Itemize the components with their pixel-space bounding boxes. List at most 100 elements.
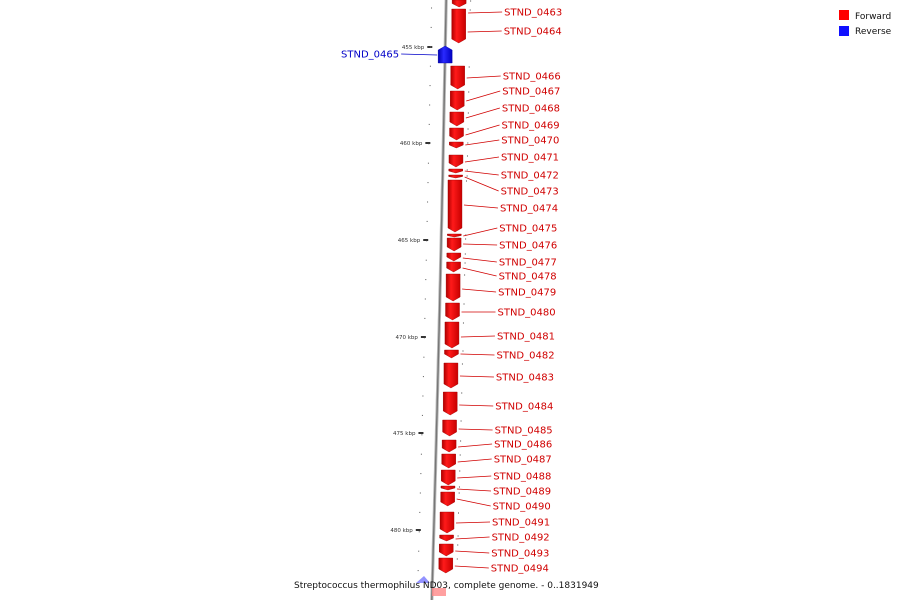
gene-label[interactable]: STND_0468	[502, 104, 560, 115]
gene-feature-forward[interactable]	[448, 154, 464, 168]
gene-label[interactable]: STND_0477	[499, 258, 557, 269]
gene-feature-forward[interactable]	[448, 174, 463, 179]
gene-label[interactable]: STND_0471	[501, 153, 559, 164]
gene-leader-line	[463, 227, 498, 237]
gene-leader-line	[457, 475, 492, 479]
gene-feature-forward[interactable]	[441, 439, 457, 453]
gene-label[interactable]: STND_0472	[501, 171, 559, 182]
gene-label[interactable]: STND_0494	[491, 564, 549, 575]
gene-feature-forward[interactable]	[439, 543, 454, 557]
tick-major: 465 kbp	[398, 238, 429, 244]
gene-leader-line	[466, 90, 501, 102]
gene-label[interactable]: STND_0493	[491, 549, 549, 560]
gene-label[interactable]: STND_0484	[495, 402, 553, 413]
gene-feature-forward[interactable]	[449, 141, 464, 149]
gene-feature-forward[interactable]	[444, 349, 459, 359]
gene-leader-line	[463, 204, 499, 209]
gene-feature-forward[interactable]	[450, 90, 465, 111]
gene-feature-forward[interactable]	[443, 362, 459, 389]
gene-label[interactable]: STND_0478	[499, 272, 557, 283]
gene-leader-line	[458, 428, 493, 431]
gene-feature-forward[interactable]	[439, 534, 454, 542]
gene-leader-line	[401, 53, 438, 56]
gene-feature-forward[interactable]	[438, 557, 453, 574]
gene-leader-line	[464, 170, 499, 176]
gene-feature-forward[interactable]	[445, 302, 460, 321]
gene-feature-forward[interactable]	[447, 179, 463, 233]
gene-label[interactable]: STND_0481	[497, 332, 555, 343]
gene-leader-line	[463, 243, 498, 246]
gene-feature-forward[interactable]	[451, 0, 467, 8]
gene-feature-forward[interactable]	[449, 127, 464, 141]
gene-leader-line	[458, 443, 493, 448]
tick-label: 475 kbp	[393, 431, 416, 437]
gene-feature-forward[interactable]	[446, 237, 462, 252]
gene-label[interactable]: STND_0474	[500, 204, 558, 215]
gene-leader-line	[467, 30, 502, 33]
gene-label[interactable]: STND_0488	[493, 472, 551, 483]
gene-label[interactable]: STND_0490	[493, 502, 551, 513]
legend: Forward Reverse	[839, 10, 892, 37]
gene-label[interactable]: STND_0467	[502, 87, 560, 98]
gene-leader-line	[456, 498, 491, 507]
gene-leader-line	[454, 565, 489, 569]
gene-label[interactable]: STND_0489	[493, 487, 551, 498]
gene-feature-forward[interactable]	[447, 233, 462, 238]
gene-feature-forward[interactable]	[446, 261, 461, 273]
gene-leader-line	[466, 75, 501, 79]
gene-feature-forward[interactable]	[439, 511, 455, 534]
gene-leader-line	[465, 107, 500, 119]
gene-leader-line	[465, 124, 500, 136]
gene-label[interactable]: STND_0470	[501, 136, 559, 147]
gene-leader-line	[462, 288, 497, 293]
bottom-partial-features	[416, 576, 446, 596]
gene-leader-line	[459, 375, 494, 378]
gene-label[interactable]: STND_0486	[494, 440, 552, 451]
tick-label: 480 kbp	[390, 528, 413, 534]
gene-feature-forward[interactable]	[451, 8, 466, 44]
tick-major: 460 kbp	[400, 141, 431, 147]
gene-feature-forward[interactable]	[444, 321, 460, 349]
gene-label[interactable]: STND_0487	[494, 455, 552, 466]
gene-label[interactable]: STND_0464	[504, 27, 562, 38]
genome-caption: Streptococcus thermophilus ND03, complet…	[294, 581, 599, 591]
gene-label[interactable]: STND_0480	[498, 308, 556, 319]
gene-label[interactable]: STND_0482	[496, 351, 554, 362]
gene-feature-forward[interactable]	[440, 485, 456, 491]
gene-leader-line	[464, 156, 500, 163]
gene-label[interactable]: STND_0463	[504, 8, 562, 19]
legend-forward-swatch	[839, 10, 849, 20]
gene-label[interactable]: STND_0485	[495, 426, 553, 437]
gene-feature-reverse[interactable]	[437, 45, 453, 64]
tick-major: 470 kbp	[395, 335, 426, 341]
gene-label[interactable]: STND_0476	[499, 241, 557, 252]
gene-label[interactable]: STND_0492	[492, 533, 550, 544]
gene-label[interactable]: STND_0465	[341, 50, 399, 61]
gene-label[interactable]: STND_0475	[499, 224, 557, 235]
tick-label: 460 kbp	[400, 141, 423, 147]
gene-leader-line	[464, 176, 499, 192]
gene-labels: STND_0463 STND_0464 STND_0465 STND_0466 STND…	[341, 8, 562, 575]
gene-leader-line	[459, 404, 494, 407]
gene-label[interactable]: STND_0466	[503, 72, 561, 83]
tick-major: 455 kbp	[402, 45, 433, 51]
gene-feature-forward[interactable]	[441, 453, 456, 469]
gene-feature-forward[interactable]	[445, 273, 461, 302]
gene-leader-line	[462, 267, 497, 277]
gene-label[interactable]: STND_0469	[502, 121, 560, 132]
gene-label[interactable]: STND_0473	[501, 187, 559, 198]
gene-feature-forward[interactable]	[442, 419, 457, 437]
gene-feature-forward[interactable]	[440, 491, 455, 507]
gene-feature-forward[interactable]	[443, 391, 458, 416]
gene-feature-forward[interactable]	[450, 65, 465, 90]
gene-feature-forward[interactable]	[449, 111, 465, 127]
gene-label[interactable]: STND_0483	[496, 373, 554, 384]
gene-feature-forward[interactable]	[448, 168, 463, 174]
gene-label[interactable]: STND_0491	[492, 518, 550, 529]
gene-feature-forward[interactable]	[446, 252, 462, 262]
gene-label[interactable]: STND_0479	[498, 288, 556, 299]
gene-feature-forward[interactable]	[441, 469, 456, 486]
gene-leader-line	[455, 536, 490, 540]
